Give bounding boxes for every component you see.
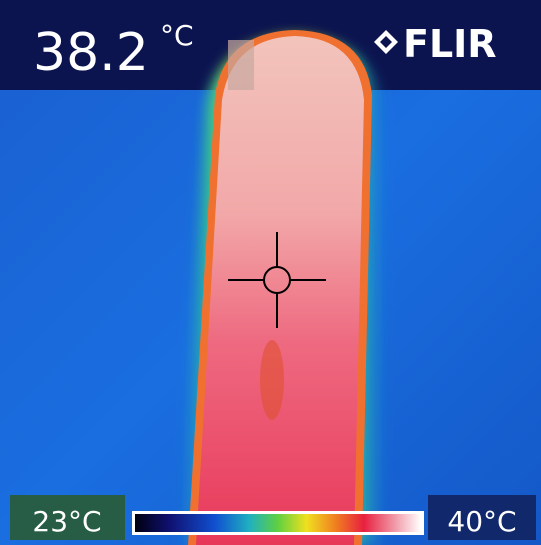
glare	[228, 40, 254, 90]
scale-max: 40°C	[447, 505, 516, 538]
scale-min: 23°C	[32, 505, 101, 538]
crosshair	[228, 232, 326, 328]
temperature-unit: °C	[160, 19, 194, 52]
color-scale	[135, 514, 421, 532]
temperature-value: 38.2	[33, 23, 149, 83]
hot-spot	[260, 340, 284, 420]
max-box	[428, 495, 536, 540]
brand-logo: FLIR	[403, 22, 497, 66]
min-box	[10, 495, 125, 540]
object-body	[196, 36, 364, 545]
brand-icon	[374, 30, 398, 54]
